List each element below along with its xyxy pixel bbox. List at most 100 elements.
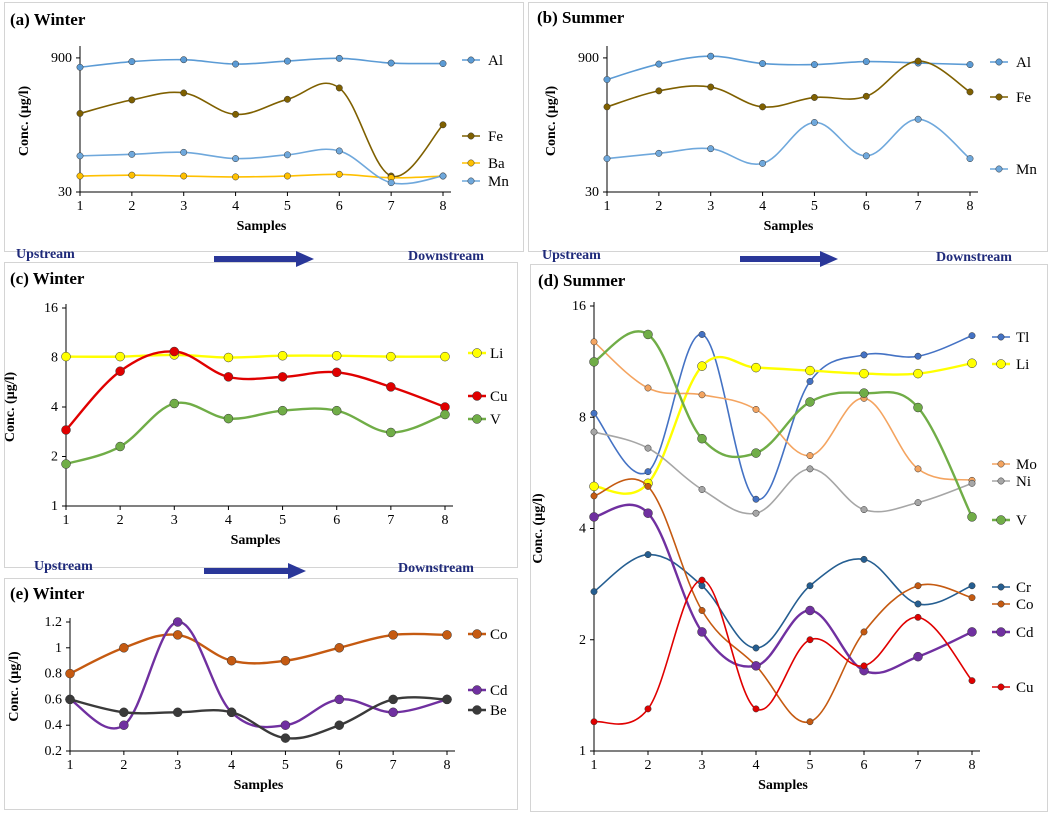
- point-li: [913, 368, 923, 379]
- point-cu: [860, 662, 868, 670]
- x-tick-label: 1: [63, 513, 70, 528]
- point-fe: [232, 110, 240, 118]
- legend-label-cd: Cd: [1016, 625, 1034, 641]
- point-fe: [862, 92, 870, 100]
- point-cu: [223, 372, 234, 382]
- point-mn: [335, 147, 343, 155]
- panel-e-title: (e) Winter: [10, 584, 85, 603]
- x-tick-label: 1: [77, 199, 84, 214]
- x-tick-label: 3: [707, 199, 714, 214]
- point-v: [440, 409, 450, 420]
- downstream-label-row2: Downstream: [398, 561, 474, 576]
- y-axis-label: Conc. (µg/l): [7, 651, 22, 722]
- point-mo: [590, 338, 598, 346]
- point-mn: [283, 151, 291, 159]
- point-cu: [914, 613, 922, 621]
- legend-label-li: Li: [490, 346, 503, 362]
- y-tick-label: 8: [51, 351, 58, 366]
- x-axis-label: Samples: [758, 778, 808, 793]
- point-fe: [810, 94, 818, 101]
- series-line-fe: [606, 60, 971, 108]
- point-cd: [913, 651, 923, 662]
- point-al: [283, 57, 291, 65]
- legend-label-cd: Cd: [490, 683, 508, 699]
- point-v: [386, 427, 396, 438]
- y-tick-label: 900: [578, 51, 599, 66]
- point-fe: [439, 121, 447, 129]
- x-tick-label: 2: [655, 199, 662, 214]
- point-al: [180, 56, 188, 64]
- point-v: [805, 397, 815, 407]
- x-tick-label: 4: [753, 758, 760, 773]
- point-be: [280, 733, 291, 743]
- point-cd: [697, 627, 707, 637]
- legend-marker-co: [472, 629, 482, 639]
- point-fe: [707, 83, 715, 91]
- point-cr: [968, 582, 976, 590]
- y-tick-label: 16: [44, 301, 58, 316]
- point-cd: [172, 617, 183, 627]
- legend-label-al: Al: [488, 53, 503, 69]
- legend-marker-cu: [472, 391, 482, 401]
- point-cr: [590, 588, 598, 596]
- y-tick-label: 16: [572, 299, 586, 314]
- x-tick-label: 6: [861, 758, 868, 773]
- x-tick-label: 4: [225, 513, 232, 528]
- legend-label-fe: Fe: [488, 129, 503, 145]
- point-fe: [335, 84, 343, 92]
- legend-marker-v: [472, 414, 482, 424]
- point-ni: [914, 499, 922, 507]
- point-cd: [119, 720, 129, 730]
- point-mn: [387, 179, 395, 187]
- point-tl: [644, 468, 652, 476]
- legend-marker-cr: [997, 583, 1005, 591]
- point-mo: [914, 465, 922, 473]
- chart-b: 30 900 1 2 3 4 5 6 7 8 Samples Conc. (µg/l) Al Fe Mn: [544, 46, 1037, 234]
- point-v: [61, 459, 71, 469]
- point-ni: [806, 465, 814, 473]
- series-line-cd: [593, 503, 973, 675]
- panel-d: [530, 264, 1048, 812]
- legend-marker-v: [996, 515, 1006, 525]
- y-axis-label: Conc. (µg/l): [531, 493, 546, 564]
- x-tick-label: 8: [444, 758, 451, 773]
- point-co: [442, 630, 452, 640]
- point-al: [76, 63, 84, 71]
- panel-c-title: (c) Winter: [10, 269, 85, 288]
- y-tick-label: 30: [585, 185, 599, 200]
- point-li: [331, 350, 342, 361]
- point-tl: [914, 352, 922, 360]
- x-tick-label: 2: [117, 513, 124, 528]
- upstream-label-row2: Upstream: [34, 559, 93, 574]
- point-fe: [914, 57, 922, 65]
- y-axis-label: Conc. (µg/l): [17, 86, 32, 157]
- point-be: [65, 694, 75, 705]
- point-li: [277, 350, 288, 361]
- point-fe: [655, 87, 663, 95]
- point-cu: [806, 636, 814, 644]
- series-line-al: [606, 55, 971, 81]
- point-v: [859, 388, 869, 398]
- point-v: [643, 329, 653, 340]
- point-co: [172, 630, 183, 640]
- y-axis-label: Conc. (µg/l): [3, 372, 18, 443]
- legend-marker-li: [472, 348, 482, 358]
- legend-marker-cd: [996, 627, 1006, 637]
- x-tick-label: 1: [591, 758, 598, 773]
- panel-e: [4, 578, 518, 810]
- x-tick-label: 8: [967, 199, 974, 214]
- point-mn: [76, 152, 84, 160]
- point-li: [967, 358, 977, 368]
- series-line-al: [79, 57, 444, 69]
- x-tick-label: 8: [969, 758, 976, 773]
- point-al: [232, 60, 240, 68]
- y-tick-label: 0.4: [45, 718, 63, 733]
- x-tick-label: 4: [228, 758, 235, 773]
- point-cd: [805, 605, 815, 616]
- y-tick-label: 8: [579, 410, 586, 425]
- panel-b-title: (b) Summer: [537, 8, 625, 27]
- x-tick-label: 4: [232, 199, 239, 214]
- point-li: [697, 361, 707, 371]
- x-tick-label: 2: [645, 758, 652, 773]
- downstream-label-row1-left: Downstream: [408, 249, 484, 264]
